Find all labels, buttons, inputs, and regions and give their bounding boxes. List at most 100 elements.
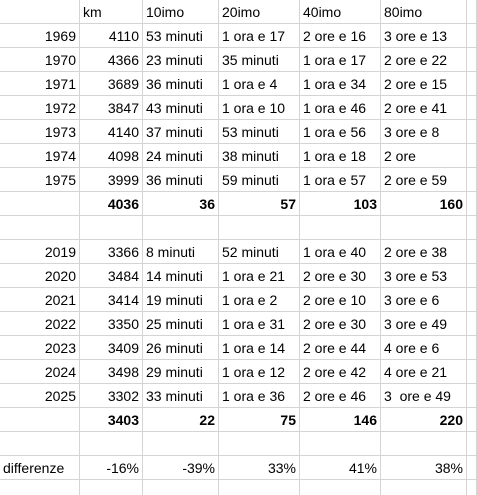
- cell: 3 ore e 49: [381, 384, 467, 408]
- cell: 3 ore e 13: [381, 24, 467, 48]
- cell: [467, 48, 477, 72]
- cell: 38%: [381, 456, 467, 480]
- cell: [467, 312, 477, 336]
- cell: 3484: [80, 264, 143, 288]
- cell: 3 ore e 8: [381, 120, 467, 144]
- cell: 35 minuti: [219, 48, 300, 72]
- cell: 2021: [0, 288, 80, 312]
- cell: [0, 0, 80, 24]
- cell: 33 minuti: [143, 384, 219, 408]
- cell: [467, 288, 477, 312]
- cell: 4140: [80, 120, 143, 144]
- cell: 2 ore e 10: [300, 288, 381, 312]
- cell: 1 ora e 46: [300, 96, 381, 120]
- cell: [467, 336, 477, 360]
- cell: 3350: [80, 312, 143, 336]
- cell: 1 ora e 4: [219, 72, 300, 96]
- cell: 1 ora e 36: [219, 384, 300, 408]
- cell: [219, 216, 300, 240]
- cell: 3403: [80, 408, 143, 432]
- cell: 1 ora e 12: [219, 360, 300, 384]
- cell: 1 ora e 56: [300, 120, 381, 144]
- cell: 2 ore e 30: [300, 264, 381, 288]
- cell: 19 minuti: [143, 288, 219, 312]
- cell: [467, 480, 477, 495]
- cell: 23 minuti: [143, 48, 219, 72]
- cell: 57: [219, 192, 300, 216]
- cell: 75: [219, 408, 300, 432]
- cell: 20imo: [219, 0, 300, 24]
- cell: 3366: [80, 240, 143, 264]
- cell: 33%: [219, 456, 300, 480]
- cell: 2 ore e 22: [381, 48, 467, 72]
- cell: [381, 432, 467, 456]
- cell: 40imo: [300, 0, 381, 24]
- cell: 3847: [80, 96, 143, 120]
- cell: 24 minuti: [143, 144, 219, 168]
- cell: [80, 432, 143, 456]
- cell: [467, 24, 477, 48]
- cell: 1 ora e 18: [300, 144, 381, 168]
- cell: 3 ore e 6: [381, 288, 467, 312]
- cell: 2 ore e 59: [381, 168, 467, 192]
- cell: -16%: [80, 456, 143, 480]
- cell: 37 minuti: [143, 120, 219, 144]
- cell: 146: [300, 408, 381, 432]
- cell: 52 minuti: [219, 240, 300, 264]
- cell: 36 minuti: [143, 168, 219, 192]
- cell: 2 ore e 42: [300, 360, 381, 384]
- cell: [467, 72, 477, 96]
- cell: [0, 480, 80, 495]
- cell: [80, 216, 143, 240]
- cell: 3 ore e 49: [381, 312, 467, 336]
- cell: [467, 264, 477, 288]
- cell: 4366: [80, 48, 143, 72]
- cell: 1969: [0, 24, 80, 48]
- cell: [467, 216, 477, 240]
- cell: 2 ore e 30: [300, 312, 381, 336]
- cell: 59 minuti: [219, 168, 300, 192]
- cell: 3414: [80, 288, 143, 312]
- cell: 80imo: [381, 0, 467, 24]
- cell: [467, 144, 477, 168]
- cell: 2025: [0, 384, 80, 408]
- cell: km: [80, 0, 143, 24]
- cell: [467, 120, 477, 144]
- cell: [467, 432, 477, 456]
- cell: 2020: [0, 264, 80, 288]
- cell: 1974: [0, 144, 80, 168]
- cell: 1972: [0, 96, 80, 120]
- cell: [300, 480, 381, 495]
- cell: 1 ora e 14: [219, 336, 300, 360]
- cell: [467, 192, 477, 216]
- cell: 41%: [300, 456, 381, 480]
- cell: 25 minuti: [143, 312, 219, 336]
- cell: 1970: [0, 48, 80, 72]
- cell: 4110: [80, 24, 143, 48]
- cell: 4098: [80, 144, 143, 168]
- cell: 2022: [0, 312, 80, 336]
- cell: 1 ora e 10: [219, 96, 300, 120]
- cell: 36 minuti: [143, 72, 219, 96]
- cell: 3409: [80, 336, 143, 360]
- cell: 22: [143, 408, 219, 432]
- cell: 1 ora e 17: [300, 48, 381, 72]
- cell: 1 ora e 21: [219, 264, 300, 288]
- cell: 4 ore e 21: [381, 360, 467, 384]
- cell: 220: [381, 408, 467, 432]
- cell: [381, 480, 467, 495]
- cell: -39%: [143, 456, 219, 480]
- cell: 10imo: [143, 0, 219, 24]
- cell: 1 ora e 34: [300, 72, 381, 96]
- cell: [300, 432, 381, 456]
- cell: 26 minuti: [143, 336, 219, 360]
- cell: [467, 0, 477, 24]
- cell: 53 minuti: [143, 24, 219, 48]
- cell: 160: [381, 192, 467, 216]
- cell: 2 ore e 38: [381, 240, 467, 264]
- cell: [0, 216, 80, 240]
- cell: 3302: [80, 384, 143, 408]
- cell: 1 ora e 31: [219, 312, 300, 336]
- cell: [0, 408, 80, 432]
